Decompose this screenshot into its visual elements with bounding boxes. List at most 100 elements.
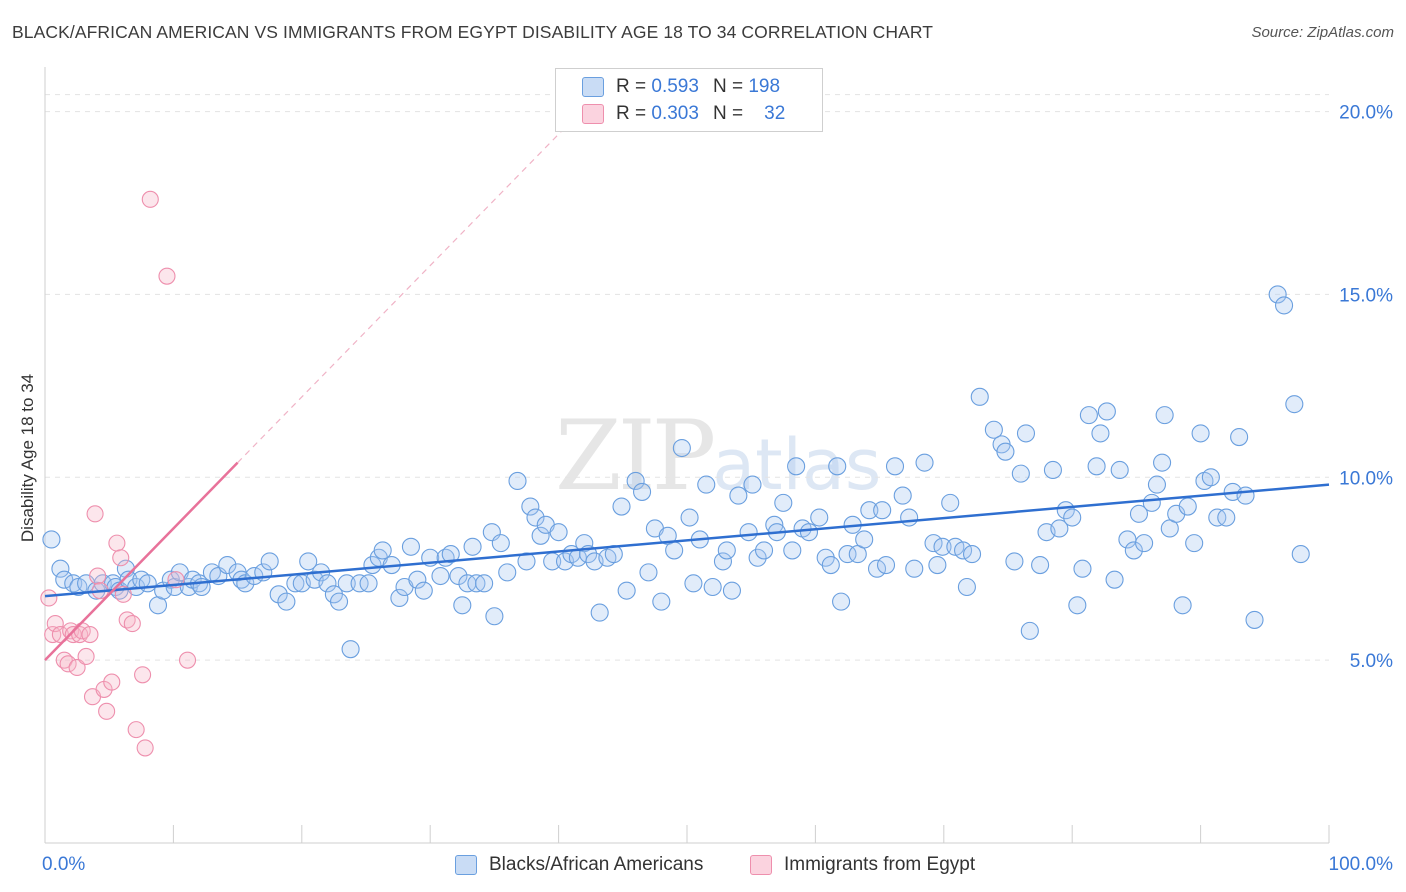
data-point-blacks — [51, 559, 70, 578]
data-point-blacks — [1291, 545, 1310, 564]
y-tick-label: 10.0% — [1339, 468, 1393, 489]
data-point-blacks — [1110, 460, 1129, 480]
x-tick-label-min: 0.0% — [42, 854, 85, 875]
data-point-blacks — [617, 581, 636, 600]
legend-n-label: N = — [712, 103, 744, 124]
legend-r-value: 0.303 — [651, 103, 699, 124]
data-point-blacks — [1147, 475, 1166, 494]
data-point-egypt — [86, 505, 104, 523]
data-point-blacks — [414, 581, 433, 600]
data-point-blacks — [575, 534, 594, 553]
data-point-egypt — [64, 625, 82, 644]
bottom-legend-label: Immigrants from Egypt — [784, 854, 976, 875]
data-point-blacks — [828, 457, 847, 476]
data-point-blacks — [1050, 519, 1069, 538]
bottom-legend-blacks: Blacks/African Americans — [455, 852, 703, 878]
data-point-blacks — [876, 556, 896, 575]
data-point-blacks — [672, 438, 691, 458]
data-point-blacks — [42, 530, 61, 549]
trend-line-blacks — [44, 483, 1330, 598]
data-point-blacks — [1063, 508, 1082, 527]
data-point-blacks — [639, 563, 658, 582]
legend-n-value: 32 — [764, 103, 786, 124]
data-point-egypt — [89, 567, 107, 585]
data-point-blacks — [1153, 453, 1172, 472]
data-point-egypt — [178, 651, 197, 669]
data-point-blacks — [1173, 596, 1192, 615]
data-point-blacks — [299, 552, 318, 571]
data-point-blacks — [774, 493, 793, 512]
data-point-blacks — [138, 574, 157, 593]
data-point-blacks — [359, 574, 378, 593]
data-point-blacks — [269, 585, 288, 604]
data-point-blacks — [941, 493, 960, 512]
data-point-blacks — [1043, 460, 1062, 480]
data-point-blacks — [485, 607, 504, 626]
data-point-blacks — [1167, 504, 1186, 523]
x-tick-label-max: 100.0% — [1329, 854, 1394, 875]
data-point-blacks — [739, 523, 758, 542]
data-point-blacks — [508, 471, 527, 490]
data-point-blacks — [954, 541, 973, 560]
data-point-egypt — [59, 655, 77, 673]
data-point-blacks — [821, 556, 840, 575]
data-point-blacks — [838, 545, 857, 564]
data-point-blacks — [517, 552, 536, 571]
data-point-egypt — [136, 739, 154, 757]
data-point-blacks — [1087, 457, 1106, 476]
data-point-blacks — [1097, 402, 1116, 421]
bottom-legend-swatch-blue — [455, 855, 477, 875]
bottom-legend-label: Blacks/African Americans — [489, 854, 704, 875]
data-point-blacks — [431, 566, 450, 586]
data-point-blacks — [957, 577, 976, 597]
watermark-zip: ZIP — [555, 400, 716, 512]
data-point-blacks — [970, 387, 989, 406]
data-point-blacks — [441, 545, 460, 564]
data-point-blacks — [1016, 424, 1036, 443]
data-point-egypt — [98, 702, 116, 720]
data-point-blacks — [665, 541, 684, 560]
data-point-blacks — [900, 508, 919, 527]
y-tick-label: 5.0% — [1350, 651, 1393, 672]
data-point-blacks — [1105, 570, 1124, 589]
data-point-egypt — [103, 673, 121, 691]
data-point-blacks — [893, 486, 912, 505]
data-point-egypt — [127, 721, 145, 739]
data-point-blacks — [1011, 464, 1030, 483]
data-point-blacks — [337, 574, 356, 593]
data-point-blacks — [612, 497, 631, 516]
y-tick-label: 15.0% — [1339, 285, 1393, 306]
data-point-blacks — [449, 566, 468, 586]
data-point-blacks — [1073, 559, 1092, 578]
legend-swatch-pink — [582, 104, 604, 124]
data-point-blacks — [1031, 556, 1050, 575]
data-point-blacks — [1079, 406, 1098, 425]
data-point-blacks — [684, 574, 703, 593]
legend-r-value: 0.593 — [651, 76, 699, 97]
data-point-blacks — [1185, 534, 1204, 553]
data-point-egypt — [81, 625, 99, 644]
data-point-blacks — [799, 523, 819, 542]
legend-n-value: 198 — [748, 76, 781, 97]
data-point-egypt — [158, 267, 176, 285]
data-point-blacks — [729, 486, 748, 505]
data-point-blacks — [748, 548, 767, 567]
data-point-blacks — [1268, 285, 1287, 304]
data-point-blacks — [783, 541, 802, 560]
data-point-blacks — [390, 588, 409, 608]
data-point-blacks — [1129, 504, 1149, 523]
data-point-blacks — [318, 574, 337, 593]
data-point-blacks — [1201, 468, 1220, 487]
chart-title: BLACK/AFRICAN AMERICAN VS IMMIGRANTS FRO… — [12, 22, 934, 42]
source-label: Source: ZipAtlas.com — [1251, 24, 1394, 41]
data-point-blacks — [475, 574, 494, 593]
data-point-blacks — [453, 596, 472, 615]
data-point-egypt — [68, 658, 86, 677]
legend-row-blacks: R = 0.593 N = 198 — [582, 75, 780, 99]
data-point-blacks — [1068, 596, 1087, 615]
data-point-blacks — [697, 475, 716, 494]
watermark: ZIPatlas — [555, 400, 881, 512]
data-point-blacks — [1020, 621, 1039, 640]
data-point-blacks — [1236, 486, 1255, 505]
